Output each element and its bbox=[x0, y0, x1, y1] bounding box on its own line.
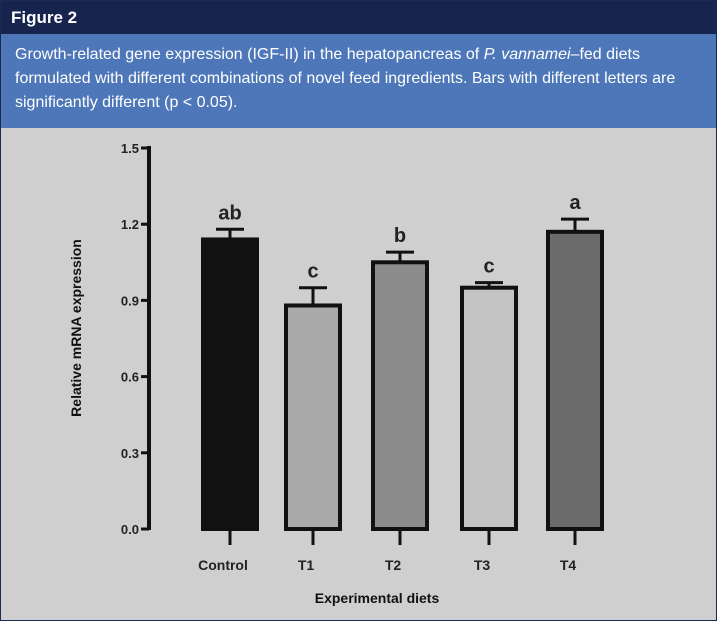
x-tick-label: T3 bbox=[474, 557, 491, 573]
caption-text-start: Growth-related gene expression (IGF-II) … bbox=[15, 46, 484, 63]
x-tick-label: T4 bbox=[560, 557, 577, 573]
y-tick-label: 0.6 bbox=[121, 370, 139, 385]
bar bbox=[201, 237, 259, 531]
x-tick-label: T2 bbox=[385, 557, 402, 573]
bar bbox=[371, 260, 429, 532]
significance-letter: a bbox=[569, 192, 581, 214]
bar bbox=[460, 285, 518, 531]
chart-panel: Relative mRNA expression Experimental di… bbox=[1, 128, 716, 620]
y-tick-label: 1.5 bbox=[121, 141, 139, 156]
significance-letter: c bbox=[307, 261, 318, 283]
bar-chart: Relative mRNA expression Experimental di… bbox=[68, 141, 604, 606]
y-axis-label: Relative mRNA expression bbox=[68, 239, 84, 417]
caption-text-end: –fed diets formulated with different com… bbox=[15, 46, 676, 111]
significance-letter: b bbox=[394, 225, 406, 247]
caption-species: P. vannamei bbox=[483, 46, 571, 63]
x-tick-label: Control bbox=[198, 557, 248, 573]
y-tick-label: 0.3 bbox=[121, 446, 139, 461]
y-tick-label: 1.2 bbox=[121, 217, 139, 232]
x-tick-label: T1 bbox=[298, 557, 315, 573]
x-axis-label: Experimental diets bbox=[315, 590, 440, 606]
bar bbox=[546, 229, 604, 531]
figure-label: Figure 2 bbox=[1, 1, 716, 34]
bar bbox=[284, 303, 342, 531]
significance-letter: ab bbox=[218, 202, 241, 224]
y-tick-label: 0.9 bbox=[121, 293, 139, 308]
figure-caption: Growth-related gene expression (IGF-II) … bbox=[1, 34, 716, 128]
significance-letter: c bbox=[483, 256, 494, 278]
y-tick-label: 0.0 bbox=[121, 522, 139, 537]
